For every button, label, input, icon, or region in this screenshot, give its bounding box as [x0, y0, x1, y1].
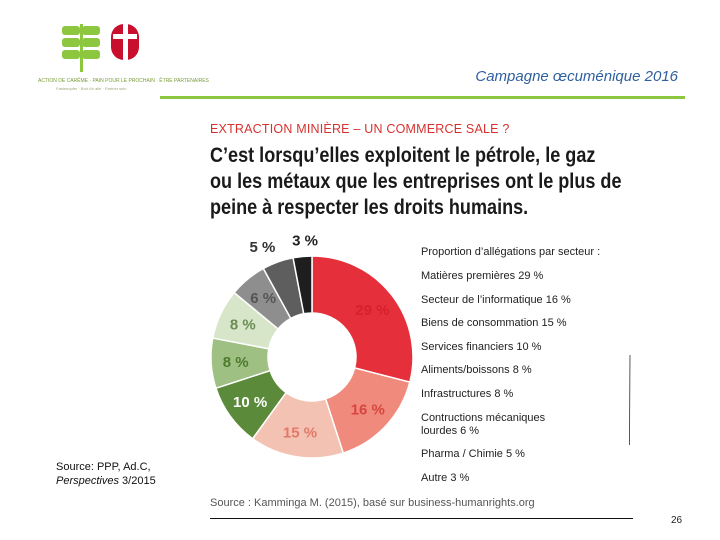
legend-item-label: Secteur de l’informatique 16 %: [421, 294, 571, 306]
legend-item-label: lourdes 6 %: [421, 425, 480, 437]
cross-icon: [111, 22, 139, 72]
logo-mark: [62, 22, 139, 72]
legend-item: Infrastructures 8 %: [421, 388, 513, 401]
chart-title-line: peine à respecter les droits humains.: [210, 196, 529, 219]
legend-item-label: Contructions mécaniques: [421, 412, 546, 424]
chart-title: C’est lorsqu’elles exploitent le pétrole…: [210, 143, 622, 221]
legend-item: Contructions mécaniques lourdes 6 %: [421, 412, 545, 438]
donut-slice: [292, 255, 313, 315]
donut-labels: 29 % 16 % 15 % 10 % 8 % 8 % 6 % 5 % 3 %: [223, 235, 390, 442]
legend-item: Autre 3 %: [421, 472, 469, 485]
legend-item: Secteur de l’informatique 16 %: [421, 294, 571, 307]
legend-item: Matières premières 29 %: [421, 270, 543, 283]
slice-label: 29 %: [355, 302, 389, 319]
campaign-title: Campagne œcuménique 2016: [475, 68, 678, 85]
legend-item-label: Infrastructures 8 %: [421, 388, 514, 400]
legend-item-label: Aliments/boissons 8 %: [421, 364, 532, 376]
wheat-icon: [62, 24, 100, 72]
legend-item: Aliments/boissons 8 %: [421, 364, 532, 377]
donut-slice: [311, 255, 414, 384]
source-issue: 3/2015: [118, 475, 156, 487]
slice-label: 8 %: [223, 354, 249, 371]
legend-item-label: Matières premières 29 %: [421, 270, 544, 282]
decorative-line: [629, 354, 631, 446]
chart-title-line: C’est lorsqu’elles exploitent le pétrole…: [210, 144, 596, 167]
chart-title-line: ou les métaux que les entreprises ont le…: [210, 170, 622, 193]
donut-chart: 29 % 16 % 15 % 10 % 8 % 8 % 6 % 5 % 3 %: [210, 235, 414, 459]
footer-divider: [210, 518, 633, 519]
donut-slices: [210, 255, 414, 459]
slice-label: 6 %: [250, 290, 276, 307]
chart-kicker: EXTRACTION MINIÈRE – UN COMMERCE SALE ?: [210, 122, 510, 136]
slice-label: 3 %: [292, 235, 318, 250]
source-publication: Perspectives: [56, 475, 119, 487]
slice-label: 16 %: [351, 401, 385, 418]
logo: [36, 20, 176, 94]
slice-label: 8 %: [230, 316, 256, 333]
legend-item: Biens de consommation 15 %: [421, 317, 567, 330]
logo-subtext: Fastenopfer · Brot für alle · Partner se…: [56, 86, 127, 91]
header-divider: [160, 96, 685, 99]
source-note-line: Source: PPP, Ad.C,: [56, 461, 151, 473]
legend-item-label: Pharma / Chimie 5 %: [421, 448, 525, 460]
chart-source: Source : Kamminga M. (2015), basé sur bu…: [210, 497, 535, 509]
page-number: 26: [671, 515, 683, 526]
legend-title: Proportion d’allégations par secteur :: [421, 246, 601, 258]
slice-label: 5 %: [249, 239, 275, 256]
slice-label: 15 %: [283, 425, 317, 442]
logo-text: ACTION DE CARÊME · PAIN POUR LE PROCHAIN…: [38, 78, 209, 84]
source-note: Source: PPP, Ad.C, Perspectives 3/2015: [56, 460, 156, 488]
legend-item-label: Autre 3 %: [421, 472, 470, 484]
legend-item-label: Biens de consommation 15 %: [421, 317, 567, 329]
legend-item: Services financiers 10 %: [421, 341, 541, 354]
legend-item-label: Services financiers 10 %: [421, 341, 542, 353]
legend-item: Pharma / Chimie 5 %: [421, 448, 525, 461]
source-note-line2: Perspectives 3/2015: [56, 474, 156, 488]
slice-label: 10 %: [233, 394, 267, 411]
